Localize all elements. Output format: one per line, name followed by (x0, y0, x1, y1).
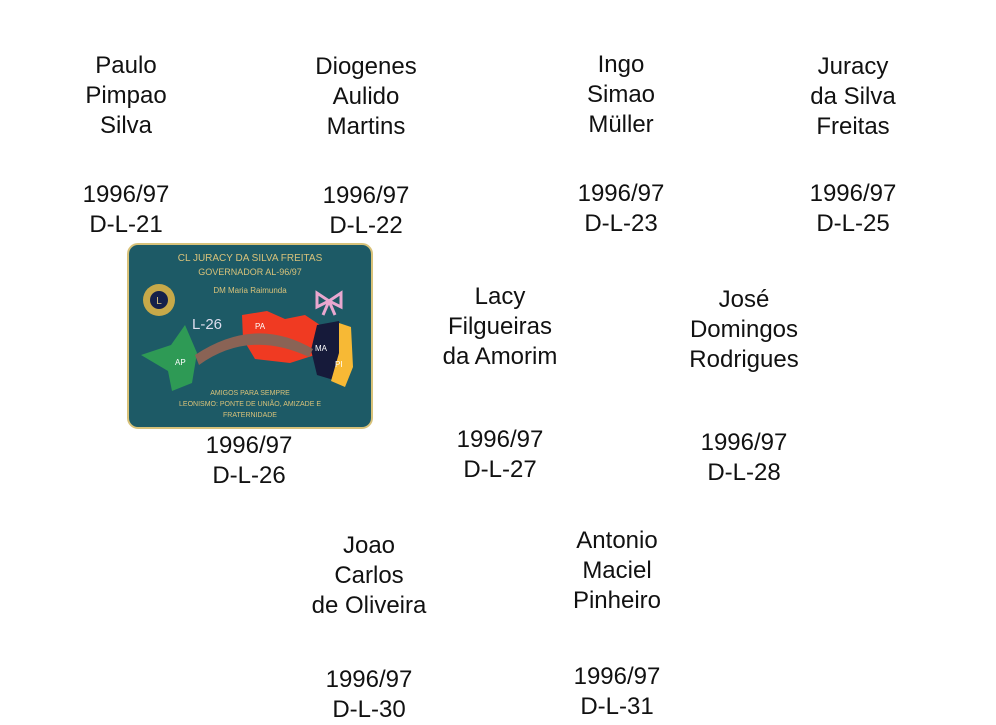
name-line: Pimpao (85, 82, 167, 109)
name-line: Maciel (582, 557, 652, 584)
pin-district: L-26 (192, 316, 222, 333)
name-line: Pinheiro (572, 587, 662, 614)
district: D-L-21 (89, 211, 163, 238)
state-ma: MA (315, 344, 328, 353)
district: D-L-28 (707, 459, 781, 486)
name-line: Domingos (689, 316, 799, 343)
name-line: José (718, 286, 770, 313)
entry-d-l-23: Ingo Simao Müller 1996/97 D-L-23 (491, 50, 751, 239)
entry-d-l-30: Joao Carlos de Oliveira 1996/97 D-L-30 (239, 531, 499, 725)
pin-line2: GOVERNADOR AL-96/97 (198, 267, 302, 277)
year: 1996/97 (456, 426, 544, 453)
pin-line1: CL JURACY DA SILVA FREITAS (178, 253, 323, 264)
name-line: Martins (326, 113, 406, 140)
bow-icon (315, 290, 343, 316)
pin-motto1: AMIGOS PARA SEMPRE (210, 390, 290, 397)
year: 1996/97 (82, 181, 170, 208)
state-ap: AP (175, 358, 186, 367)
district: D-L-23 (584, 210, 658, 237)
map-ap (141, 325, 197, 391)
name-line: Silva (99, 112, 153, 139)
name-line: Lacy (474, 283, 526, 310)
entry-d-l-21: Paulo Pimpao Silva 1996/97 D-L-21 (0, 51, 256, 240)
name-line: Joao (342, 532, 396, 559)
name-line: Müller (588, 111, 654, 138)
map-pi (331, 323, 353, 387)
name-line: Freitas (816, 113, 890, 140)
year: 1996/97 (205, 432, 293, 459)
year: 1996/97 (322, 182, 410, 209)
entry-d-l-31: Antonio Maciel Pinheiro 1996/97 D-L-31 (487, 526, 747, 722)
name-line: Aulido (332, 83, 400, 110)
name-line: Diogenes (315, 53, 417, 80)
name-line: Rodrigues (689, 346, 799, 373)
year: 1996/97 (325, 666, 413, 693)
pin-motto2: LEONISMO: PONTE DE UNIÃO, AMIZADE E (179, 399, 321, 408)
year: 1996/97 (809, 180, 897, 207)
name-line: Simao (586, 81, 656, 108)
name-line: Ingo (597, 51, 645, 78)
pin-motto3: FRATERNIDADE (223, 412, 277, 419)
lions-logo-icon: L (143, 284, 175, 316)
year: 1996/97 (700, 429, 788, 456)
name-line: da Amorim (442, 343, 558, 370)
svg-text:L: L (156, 296, 162, 307)
entry-d-l-27: Lacy Filgueiras da Amorim 1996/97 D-L-27 (370, 282, 630, 485)
name-line: da Silva (810, 83, 896, 110)
name-line: Antonio (576, 527, 658, 554)
district: D-L-26 (212, 462, 286, 489)
year: 1996/97 (573, 663, 661, 690)
ribbon (195, 333, 313, 365)
entry-d-l-25: Juracy da Silva Freitas 1996/97 D-L-25 (723, 52, 983, 239)
name-line: Paulo (95, 52, 157, 79)
entry-d-l-26: 1996/97 D-L-26 (119, 431, 379, 491)
year: 1996/97 (577, 180, 665, 207)
state-pi: PI (335, 360, 343, 369)
lions-pin-image: CL JURACY DA SILVA FREITAS GOVERNADOR AL… (127, 243, 373, 429)
entry-d-l-22: Diogenes Aulido Martins 1996/97 D-L-22 (236, 52, 496, 241)
district: D-L-27 (463, 456, 537, 483)
name-line: Carlos (334, 562, 404, 589)
name-line: Filgueiras (447, 313, 553, 340)
entry-d-l-28: José Domingos Rodrigues 1996/97 D-L-28 (614, 285, 874, 488)
pin-line3: DM Maria Raimunda (213, 286, 287, 295)
district: D-L-31 (580, 693, 654, 720)
name-line: de Oliveira (311, 592, 427, 619)
state-pa: PA (255, 322, 266, 331)
district: D-L-25 (816, 210, 890, 237)
district: D-L-22 (329, 212, 403, 239)
district: D-L-30 (332, 696, 406, 723)
name-line: Juracy (817, 53, 889, 80)
